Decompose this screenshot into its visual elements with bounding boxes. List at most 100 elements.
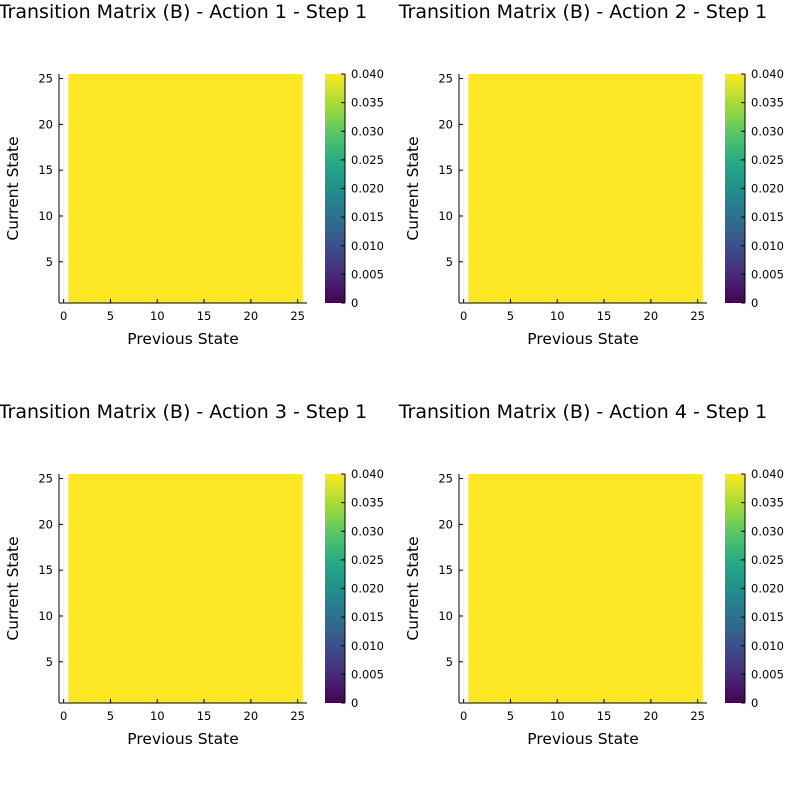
heatmap-cell (468, 510, 479, 521)
heatmap-cell (655, 666, 666, 676)
heatmap-cell (524, 693, 535, 704)
heatmap-cell (543, 492, 553, 502)
heatmap-cell (618, 574, 628, 585)
heatmap-cell (674, 538, 685, 548)
heatmap-cell (255, 92, 266, 102)
heatmap-cell (571, 110, 582, 121)
heatmap-cell (683, 684, 694, 695)
heatmap-cell (646, 128, 656, 139)
heatmap-cell (496, 174, 507, 185)
heatmap-cell (77, 266, 88, 276)
heatmap-cell (543, 474, 553, 484)
heatmap-cell (590, 611, 600, 621)
heatmap-cell (115, 147, 125, 157)
heatmap-cell (124, 528, 135, 539)
heatmap-cell (105, 657, 116, 667)
heatmap-cell (236, 648, 247, 658)
heatmap-cell (143, 128, 153, 139)
heatmap-cell (68, 648, 79, 658)
heatmap-cell (208, 110, 219, 121)
heatmap-cell (646, 574, 656, 585)
heatmap-cell (571, 693, 582, 704)
heatmap-cell (608, 119, 619, 130)
heatmap-cell (133, 565, 144, 576)
heatmap-cell (190, 83, 200, 93)
heatmap-cell (543, 193, 553, 203)
heatmap-cell (496, 675, 507, 686)
heatmap-cell (674, 284, 685, 295)
heatmap-cell (199, 293, 210, 304)
heatmap-cell (505, 229, 516, 240)
x-tick-label: 15 (597, 709, 612, 723)
heatmap-cell (571, 128, 582, 139)
heatmap-cell (552, 257, 563, 267)
heatmap-cell (468, 501, 479, 512)
heatmap-cell (477, 675, 488, 686)
heatmap-cell (77, 547, 88, 557)
heatmap-cell (143, 83, 153, 93)
heatmap-cell (96, 666, 107, 676)
heatmap-cell (68, 248, 79, 258)
heatmap-cell (590, 666, 600, 676)
heatmap-cell (190, 583, 200, 594)
heatmap-cell (515, 110, 525, 121)
colorbar-tick-label: 0.020 (351, 182, 384, 196)
heatmap-cell (96, 501, 107, 512)
heatmap-cell (655, 202, 666, 212)
heatmap-cell (580, 229, 591, 240)
heatmap-cell (590, 128, 600, 139)
heatmap-cell (264, 156, 275, 166)
heatmap-cell (255, 174, 266, 185)
heatmap-cell (533, 229, 544, 240)
heatmap-cell (180, 293, 191, 304)
heatmap-cell (77, 611, 88, 621)
heatmap-cell (161, 202, 172, 212)
heatmap-cell (664, 165, 675, 176)
heatmap-cell (561, 74, 572, 84)
heatmap-cell (180, 248, 191, 258)
heatmap-cell (533, 110, 544, 121)
heatmap-cell (143, 229, 153, 240)
heatmap-cell (124, 211, 135, 221)
heatmap-cell (190, 620, 200, 631)
heatmap-cell (227, 593, 238, 603)
heatmap-cell (161, 138, 172, 148)
heatmap-cell (608, 648, 619, 658)
y-tick-label: 5 (46, 655, 53, 669)
heatmap-cell (477, 684, 488, 695)
heatmap-cell (543, 547, 553, 557)
heatmap-cell (533, 648, 544, 658)
heatmap-cell (561, 574, 572, 585)
heatmap-cell (274, 174, 285, 185)
heatmap-cell (664, 574, 675, 585)
heatmap-cell (133, 547, 144, 557)
heatmap-cell (152, 648, 163, 658)
heatmap-cell (255, 220, 266, 231)
heatmap-cell (246, 583, 256, 594)
heatmap-cell (115, 183, 125, 194)
heatmap-cell (477, 638, 488, 649)
heatmap-cell (255, 611, 266, 621)
heatmap-cell (77, 248, 88, 258)
heatmap-cell (87, 501, 97, 512)
heatmap-cell (618, 83, 628, 93)
heatmap-cell (96, 565, 107, 576)
heatmap-cell (236, 583, 247, 594)
heatmap-cell (87, 101, 97, 112)
heatmap-cell (283, 519, 294, 530)
heatmap-cell (143, 147, 153, 157)
heatmap-cell (674, 257, 685, 267)
heatmap-cell (246, 238, 256, 249)
heatmap-cell (674, 583, 685, 594)
heatmap-cell (590, 492, 600, 502)
heatmap-cell (646, 556, 656, 566)
heatmap-cell (171, 183, 182, 194)
heatmap-cell (255, 593, 266, 603)
heatmap-cell (143, 547, 153, 557)
heatmap-cell (683, 547, 694, 557)
heatmap-cell (683, 593, 694, 603)
heatmap-cell (171, 693, 182, 704)
heatmap-cell (561, 666, 572, 676)
heatmap-cell (692, 666, 703, 676)
heatmap-cell (477, 528, 488, 539)
